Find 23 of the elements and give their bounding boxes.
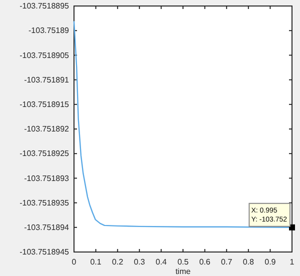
y-tick-label: -103.751891 <box>24 75 70 84</box>
x-tick-label: 0.7 <box>221 258 233 267</box>
y-tick-label: -103.7518945 <box>20 248 70 257</box>
y-tick-label: -103.7518915 <box>20 100 70 109</box>
x-tick-label: 0.5 <box>177 258 190 267</box>
y-tick-label: -103.7518905 <box>20 50 70 60</box>
x-tick-label: 0.2 <box>112 258 124 267</box>
x-tick-label: 1 <box>290 258 295 267</box>
y-tick-label: -103.7518895 <box>20 2 70 11</box>
x-tick-label: 0.4 <box>156 258 168 267</box>
y-tick-label: -103.751894 <box>24 222 70 232</box>
x-tick-label: 0.1 <box>90 258 102 267</box>
y-tick-label: -103.751893 <box>24 174 70 183</box>
y-tick-label: -103.7518935 <box>20 198 70 208</box>
x-tick-label: 0.8 <box>242 258 255 267</box>
x-tick-label: 0.3 <box>134 258 146 267</box>
x-tick-label: 0.9 <box>264 258 276 267</box>
x-tick-label: 0 <box>72 258 77 267</box>
y-tick-label: -103.7518925 <box>20 149 70 158</box>
x-axis-title: time <box>175 267 192 276</box>
x-tick-label: 0.6 <box>199 258 211 267</box>
y-tick-label: -103.751892 <box>24 124 70 134</box>
y-tick-label: -103.75189 <box>28 26 70 36</box>
